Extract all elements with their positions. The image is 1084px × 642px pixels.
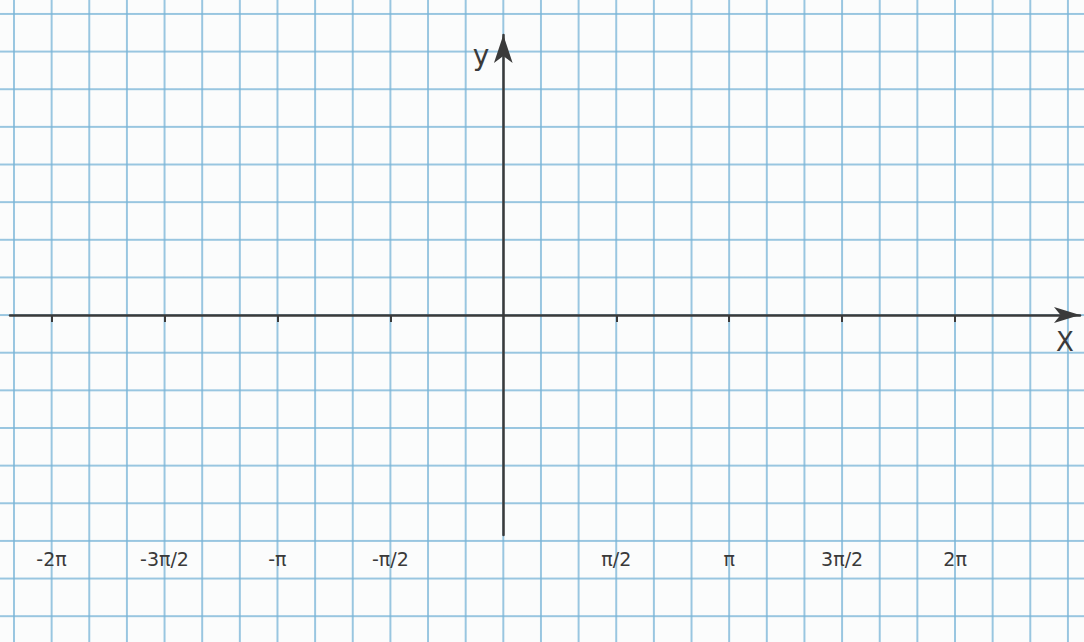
svg-text:π: π — [724, 548, 735, 570]
svg-text:2π: 2π — [943, 548, 967, 570]
svg-text:-2π: -2π — [36, 548, 66, 570]
svg-text:-π/2: -π/2 — [372, 548, 409, 570]
svg-text:y: y — [473, 39, 490, 72]
svg-text:X: X — [1056, 327, 1074, 357]
svg-text:π/2: π/2 — [601, 548, 631, 570]
svg-text:-3π/2: -3π/2 — [140, 548, 189, 570]
svg-text:3π/2: 3π/2 — [821, 548, 863, 570]
svg-text:-π: -π — [268, 548, 286, 570]
